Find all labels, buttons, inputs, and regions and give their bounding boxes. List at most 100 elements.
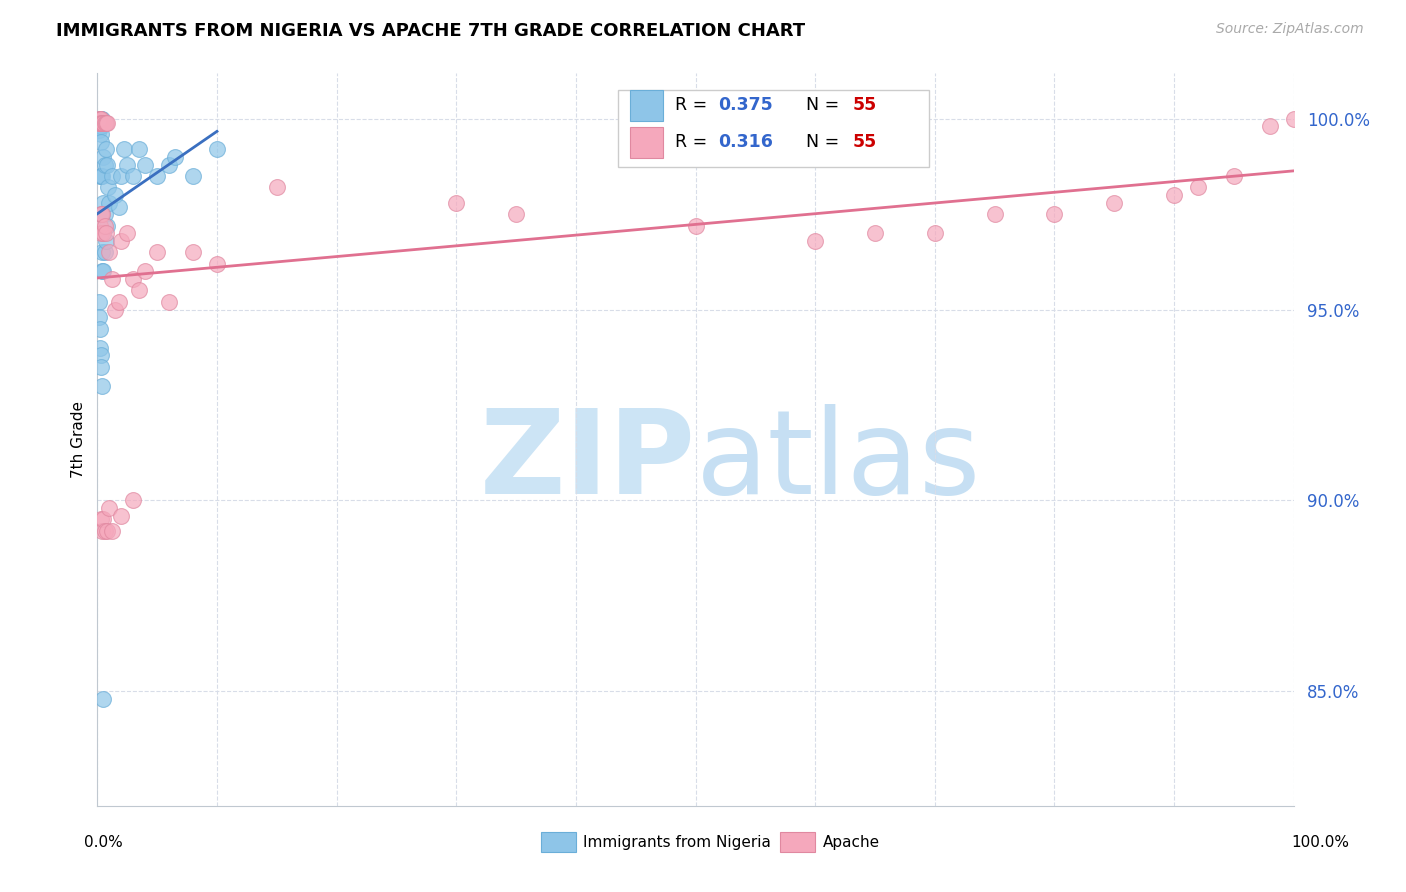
Point [685,219,707,233]
Point [134,157,156,171]
Point [110,234,132,248]
Point [94,142,117,156]
Point [87,294,110,309]
Point [1043,207,1066,221]
Text: 0.0%: 0.0% [84,836,124,850]
Point [91,207,114,221]
Point [90,512,112,526]
Point [96,524,118,538]
Point [91,207,114,221]
Point [91,264,114,278]
Point [1258,120,1281,134]
Point [181,169,204,183]
Point [91,379,114,393]
Point [90,359,112,374]
Point [90,115,112,129]
Point [91,150,114,164]
Point [89,112,111,126]
Point [134,264,156,278]
Point [90,127,112,141]
Point [98,501,121,516]
Point [89,321,111,335]
Point [146,169,169,183]
Point [93,157,115,171]
Point [117,226,139,240]
Point [89,115,111,129]
Point [90,169,112,183]
Point [93,524,115,538]
Point [89,112,111,126]
Point [96,157,118,171]
Point [91,226,114,240]
FancyBboxPatch shape [617,90,929,167]
Point [146,245,169,260]
Text: R =: R = [675,133,713,151]
Point [91,115,114,129]
Point [89,219,111,233]
Text: Source: ZipAtlas.com: Source: ZipAtlas.com [1216,22,1364,37]
Text: atlas: atlas [696,404,981,519]
Point [91,112,114,126]
Text: Immigrants from Nigeria: Immigrants from Nigeria [583,835,772,849]
Point [91,524,114,538]
Point [93,219,115,233]
Point [266,180,288,194]
Point [94,234,117,248]
Point [110,508,132,523]
Point [100,272,122,286]
Point [983,207,1005,221]
Point [128,284,150,298]
Point [122,169,145,183]
Point [1163,188,1185,202]
Point [90,112,112,126]
Point [181,245,204,260]
Text: 55: 55 [852,96,876,114]
Point [91,245,114,260]
Point [91,115,114,129]
Text: 0.375: 0.375 [718,96,773,114]
Point [87,310,110,325]
Point [96,115,118,129]
Point [90,135,112,149]
Point [863,226,886,240]
Point [157,294,180,309]
Point [87,115,110,129]
Point [93,115,115,129]
Point [97,180,120,194]
Point [94,115,117,129]
Y-axis label: 7th Grade: 7th Grade [72,401,86,478]
Text: IMMIGRANTS FROM NIGERIA VS APACHE 7TH GRADE CORRELATION CHART: IMMIGRANTS FROM NIGERIA VS APACHE 7TH GR… [56,22,806,40]
Text: N =: N = [794,96,845,114]
Point [90,207,112,221]
Point [1223,169,1246,183]
Point [90,112,112,126]
Point [91,115,114,129]
Point [446,195,468,210]
Point [96,219,118,233]
Point [91,691,114,706]
Point [108,294,131,309]
Point [89,341,111,355]
Point [804,234,827,248]
Point [93,207,115,221]
Point [205,257,228,271]
Point [1187,180,1209,194]
Point [117,157,139,171]
Text: 55: 55 [852,133,876,151]
Point [87,112,110,126]
Point [89,120,111,134]
Point [104,302,127,317]
Point [505,207,527,221]
Text: 100.0%: 100.0% [1292,836,1350,850]
Point [90,115,112,129]
Point [89,169,111,183]
Point [93,115,115,129]
Point [90,207,112,221]
Point [128,142,150,156]
Point [100,524,122,538]
Point [89,115,111,129]
Point [165,150,187,164]
Point [1104,195,1126,210]
Point [91,264,114,278]
Text: ZIP: ZIP [479,404,696,519]
